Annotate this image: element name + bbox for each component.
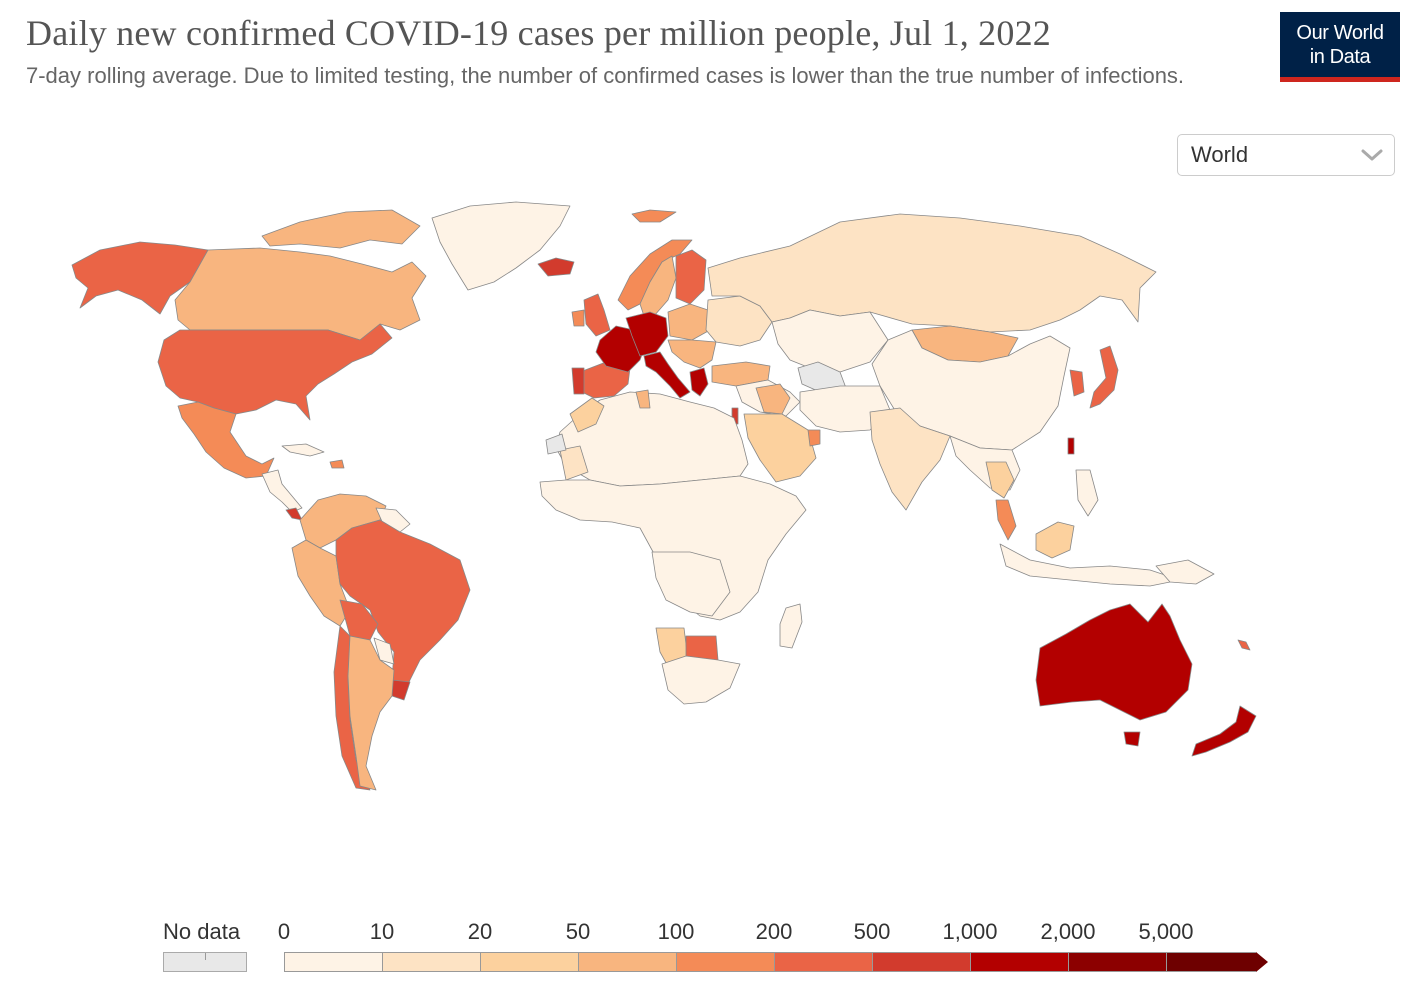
region-indonesia[interactable] — [999, 543, 1181, 587]
region-new-caledonia[interactable] — [1237, 639, 1251, 651]
region-svalbard[interactable] — [631, 209, 677, 223]
region-argentina[interactable] — [347, 635, 395, 791]
region-africa-central[interactable] — [539, 475, 807, 621]
region-italy[interactable] — [643, 351, 691, 399]
legend-bin-1 — [382, 952, 480, 972]
region-uae[interactable] — [807, 429, 821, 447]
region-costa-rica[interactable] — [285, 507, 303, 521]
region-japan[interactable] — [1089, 345, 1119, 409]
legend-arrow-cap — [1256, 952, 1268, 972]
legend-bin-2 — [480, 952, 578, 972]
world-map-svg — [71, 201, 1257, 791]
logo-line-1: Our World — [1296, 21, 1384, 44]
region-south-africa[interactable] — [661, 655, 741, 705]
logo-line-2: in Data — [1309, 45, 1371, 68]
legend-tick-label: 20 — [467, 919, 493, 944]
legend-tick-label: 500 — [853, 919, 891, 944]
region-australia[interactable] — [1035, 603, 1193, 721]
region-papua[interactable] — [1155, 559, 1215, 585]
region-alaska[interactable] — [71, 241, 209, 315]
region-germany-benelux[interactable] — [625, 311, 669, 357]
legend-tick-label: 0 — [277, 919, 291, 944]
legend-bin-0 — [284, 952, 382, 972]
chart-subtitle: 7-day rolling average. Due to limited te… — [26, 63, 1185, 88]
region-finland[interactable] — [675, 249, 707, 305]
region-central-america[interactable] — [261, 469, 303, 513]
region-philippines[interactable] — [1075, 469, 1099, 517]
legend-bin-3 — [578, 952, 676, 972]
region-canada[interactable] — [174, 247, 427, 341]
region-mauritania[interactable] — [559, 445, 589, 481]
region-saudi-arabia[interactable] — [743, 413, 817, 483]
chevron-down-icon — [1361, 149, 1383, 161]
region-new-zealand[interactable] — [1191, 705, 1257, 757]
region-select-value: World — [1191, 142, 1249, 167]
region-thailand[interactable] — [985, 461, 1015, 499]
region-korea[interactable] — [1069, 369, 1085, 397]
region-ireland[interactable] — [571, 309, 585, 327]
region-cuba[interactable] — [281, 443, 325, 457]
region-greece[interactable] — [689, 367, 709, 397]
legend-bin-4 — [676, 952, 774, 972]
legend-bin-9 — [1166, 952, 1256, 972]
legend-tick-label: 10 — [369, 919, 395, 944]
legend-bin-7 — [970, 952, 1068, 972]
legend-tick-label: 1,000 — [942, 919, 998, 944]
region-tunisia[interactable] — [635, 389, 651, 409]
region-morocco[interactable] — [569, 397, 605, 433]
legend-tick-label: 5,000 — [1138, 919, 1194, 944]
chart-title: Daily new confirmed COVID-19 cases per m… — [26, 13, 1051, 53]
color-legend: No data 0 10 20 50 100 200 500 1,000 2,000 5,000 — [0, 915, 1416, 985]
legend-bin-8 — [1068, 952, 1166, 972]
region-uruguay[interactable] — [391, 679, 411, 701]
region-iceland[interactable] — [537, 257, 575, 277]
region-greenland[interactable] — [431, 201, 571, 291]
region-angola-zambia[interactable] — [651, 551, 731, 617]
region-iraq-levant[interactable] — [755, 383, 791, 415]
region-tasmania[interactable] — [1123, 731, 1141, 747]
region-india[interactable] — [869, 407, 951, 511]
world-map — [0, 190, 1416, 830]
legend-tick-label: 50 — [565, 919, 591, 944]
region-norway[interactable] — [617, 239, 693, 311]
region-brazil[interactable] — [335, 519, 471, 689]
region-iran-afghanistan[interactable] — [799, 385, 891, 433]
region-usa[interactable] — [157, 323, 393, 421]
legend-tick-label: 2,000 — [1040, 919, 1096, 944]
region-poland-baltics[interactable] — [667, 303, 711, 341]
region-north-africa[interactable] — [555, 391, 749, 487]
legend-bin-6 — [872, 952, 970, 972]
region-bolivia[interactable] — [339, 599, 379, 641]
region-borneo[interactable] — [1035, 521, 1075, 559]
region-select[interactable]: World — [1177, 134, 1395, 176]
legend-tick-label: 100 — [657, 919, 695, 944]
region-russia[interactable] — [707, 213, 1157, 333]
region-western-sahara[interactable] — [545, 433, 567, 455]
region-madagascar[interactable] — [779, 603, 803, 649]
owid-logo[interactable]: Our World in Data — [1280, 12, 1400, 82]
region-kazakhstan[interactable] — [771, 309, 889, 373]
region-malaysia[interactable] — [995, 499, 1017, 541]
region-caribbean[interactable] — [329, 459, 345, 469]
legend-tick-label: 200 — [755, 919, 793, 944]
region-uk[interactable] — [583, 293, 611, 337]
region-canada-arctic[interactable] — [261, 209, 421, 249]
region-portugal[interactable] — [571, 367, 585, 395]
legend-no-data-label: No data — [163, 919, 241, 944]
region-taiwan[interactable] — [1067, 437, 1075, 455]
region-balkans[interactable] — [667, 339, 717, 369]
region-paraguay[interactable] — [373, 637, 395, 665]
legend-bin-5 — [774, 952, 872, 972]
region-mexico[interactable] — [177, 401, 275, 479]
legend-no-data-swatch — [163, 952, 247, 972]
